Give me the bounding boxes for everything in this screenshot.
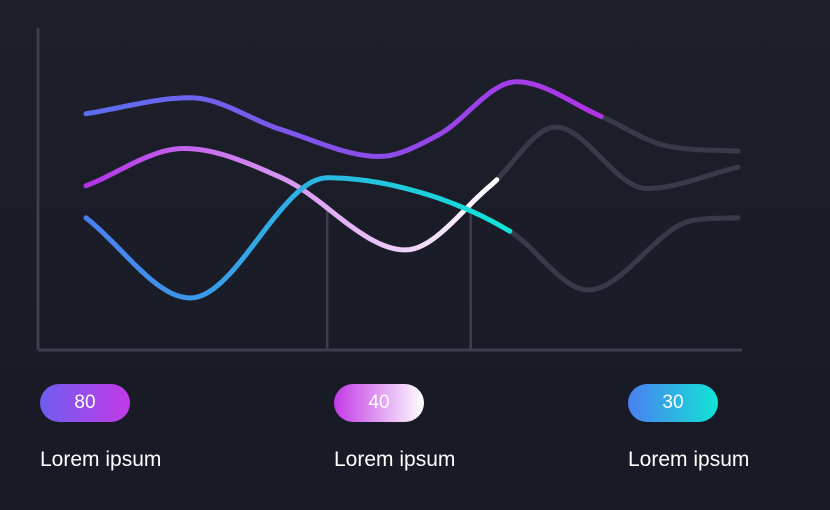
series-teal-inactive-line <box>507 215 741 293</box>
metric-label: Lorem ipsum <box>628 448 750 471</box>
metric-card-3: 30 Lorem ipsum <box>628 384 749 472</box>
metric-label: Lorem ipsum <box>334 448 456 471</box>
series-pink-inactive-line <box>494 124 741 191</box>
series-purple-inactive-line <box>598 113 741 154</box>
metric-value-badge: 80 <box>40 384 130 422</box>
metric-value-badge: 40 <box>334 384 424 422</box>
metric-label: Lorem ipsum <box>40 448 162 471</box>
metric-value-badge: 30 <box>628 384 718 422</box>
series-purple-line <box>83 79 604 159</box>
line-chart <box>36 28 742 352</box>
series-teal-line <box>83 175 513 301</box>
metric-card-2: 40 Lorem ipsum <box>334 384 455 472</box>
metric-card-1: 80 Lorem ipsum <box>40 384 161 472</box>
series-pink-line <box>83 146 500 253</box>
